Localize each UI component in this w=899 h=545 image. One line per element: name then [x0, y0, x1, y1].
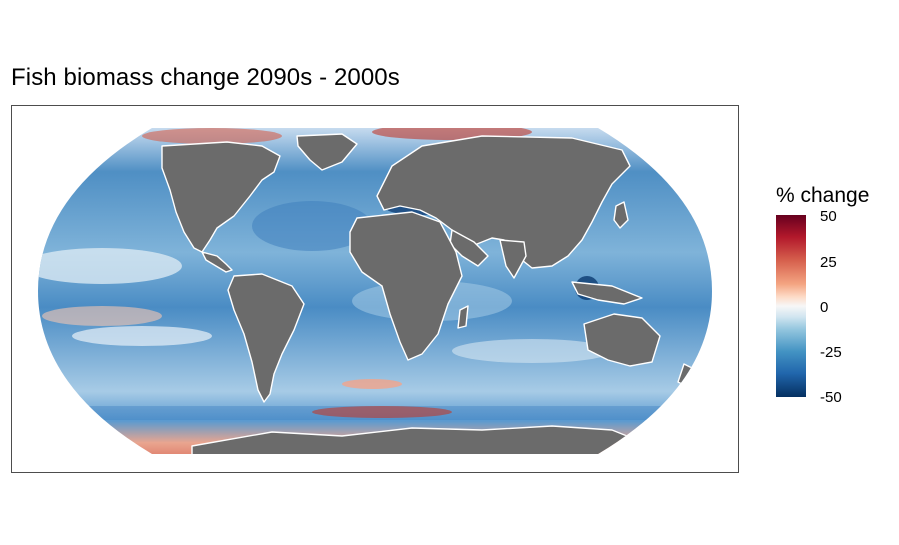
legend-tick-label: 50: [820, 208, 837, 225]
ocean-pattern: [252, 201, 372, 251]
legend-tick-label: -25: [820, 344, 842, 361]
legend-tick-label: 25: [820, 254, 837, 271]
south-america-land: [227, 273, 305, 403]
legend-tick-label: 0: [820, 299, 829, 316]
africa-land: [349, 211, 463, 361]
ocean-pattern: [38, 248, 182, 284]
map-title: Fish biomass change 2090s - 2000s: [11, 64, 400, 91]
legend-tick: [806, 306, 812, 307]
ocean-pattern: [452, 339, 612, 363]
greenland-land: [296, 133, 358, 171]
legend-tick: [806, 261, 812, 262]
legend-tick: [806, 396, 812, 397]
madagascar-land: [457, 305, 469, 329]
ocean-pattern: [72, 326, 212, 346]
ocean-pattern: [342, 379, 402, 389]
australia-land: [583, 313, 661, 367]
world-map: [38, 128, 712, 454]
legend-title: % change: [776, 184, 870, 207]
ocean-pattern: [142, 128, 282, 144]
legend-tick-label: -50: [820, 389, 842, 406]
legend-tick: [806, 216, 812, 217]
indonesia-land: [571, 281, 643, 305]
india-land: [499, 239, 527, 279]
north-america-land: [161, 141, 281, 253]
colorbar: [776, 215, 806, 397]
ocean-pattern: [312, 406, 452, 418]
map-panel: [11, 105, 739, 473]
eurasia-land: [376, 135, 631, 269]
antarctica-land: [191, 425, 653, 454]
japan-land: [613, 201, 629, 229]
central-america-land: [201, 251, 233, 273]
ocean-pattern: [42, 306, 162, 326]
legend-tick: [806, 351, 812, 352]
